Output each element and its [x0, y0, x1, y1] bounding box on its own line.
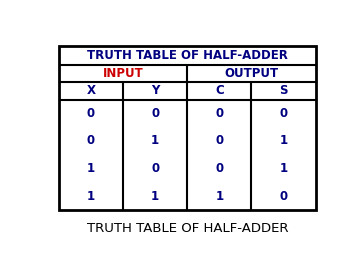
Text: 1: 1 [87, 190, 95, 203]
Text: 0: 0 [87, 107, 95, 120]
Text: 0: 0 [87, 135, 95, 147]
Text: 0: 0 [279, 107, 288, 120]
Text: TRUTH TABLE OF HALF-ADDER: TRUTH TABLE OF HALF-ADDER [86, 222, 288, 235]
Text: 0: 0 [215, 107, 224, 120]
Text: 1: 1 [87, 162, 95, 175]
Bar [59, 46, 316, 210]
Text: Y: Y [151, 84, 159, 97]
Text: 0: 0 [279, 190, 288, 203]
Text: 1: 1 [215, 190, 224, 203]
Text: 0: 0 [215, 135, 224, 147]
Text: 0: 0 [215, 162, 224, 175]
Text: 1: 1 [151, 190, 159, 203]
Text: 1: 1 [279, 135, 288, 147]
Text: INPUT: INPUT [103, 67, 144, 80]
Text: 0: 0 [151, 162, 159, 175]
Text: 1: 1 [279, 162, 288, 175]
Text: OUTPUT: OUTPUT [224, 67, 279, 80]
Text: X: X [86, 84, 95, 97]
Text: S: S [279, 84, 288, 97]
Text: 0: 0 [151, 107, 159, 120]
Text: C: C [215, 84, 224, 97]
Text: TRUTH TABLE OF HALF-ADDER: TRUTH TABLE OF HALF-ADDER [87, 49, 288, 62]
Text: 1: 1 [151, 135, 159, 147]
